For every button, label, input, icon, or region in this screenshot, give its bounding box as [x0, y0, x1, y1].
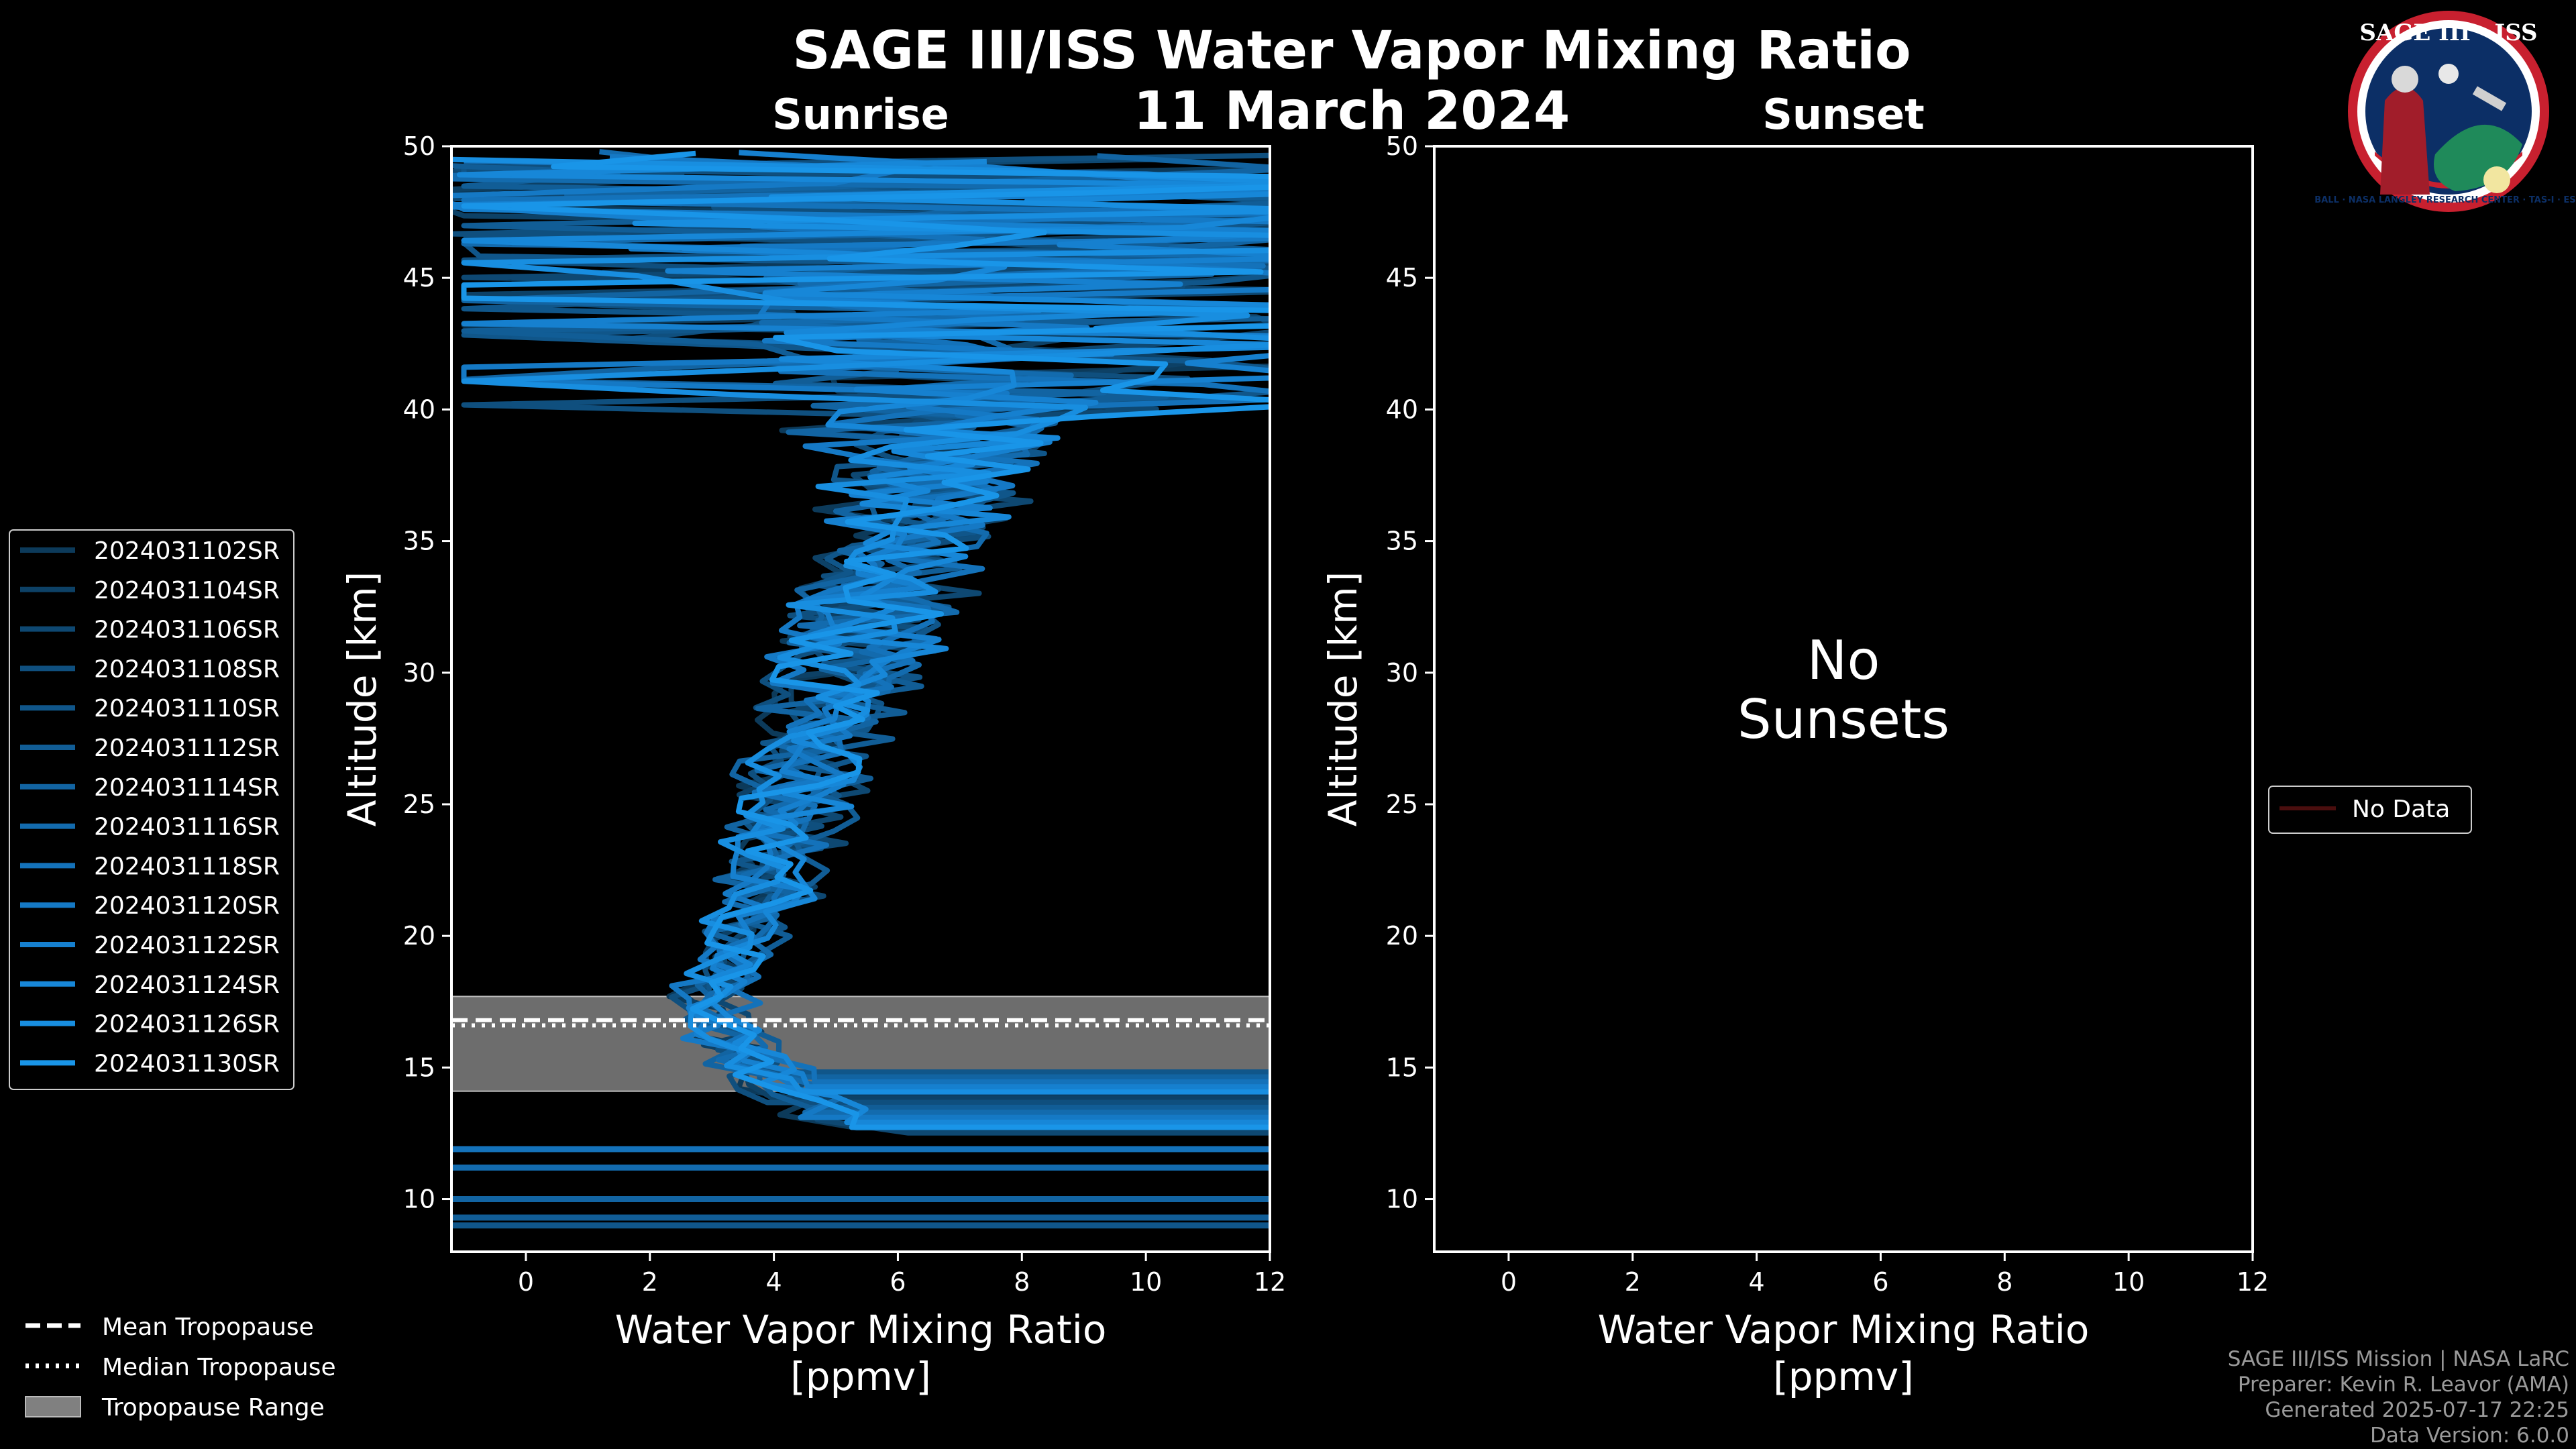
- sunrise-ytick-label: 50: [403, 131, 435, 161]
- sunset-xlabel-unit: [ppmv]: [1773, 1354, 1914, 1399]
- sunset-xlabel: Water Vapor Mixing Ratio: [1598, 1307, 2090, 1352]
- sunrise-ytick-label: 15: [403, 1053, 435, 1082]
- sunset-panel: 0 2 4 6 8 10 12 10 15 20 25 30 35 40 45 50 No Sunsets W…: [1320, 131, 2269, 1399]
- legend-label-2024031120SR: 2024031120SR: [94, 892, 280, 920]
- sunrise-ytick-label: 10: [403, 1185, 435, 1214]
- sunset-legend: No Data: [2268, 786, 2472, 834]
- profile-line-2024031124SR: [456, 158, 1270, 1126]
- sunrise-xtick-label: 0: [518, 1267, 534, 1297]
- no-sunsets-message-line2: Sunsets: [1737, 688, 1949, 751]
- footer-line-1: SAGE III/ISS Mission | NASA LaRC: [2228, 1347, 2569, 1371]
- sunset-ytick-label: 25: [1386, 790, 1418, 819]
- sunrise-ytick-label: 35: [403, 527, 435, 556]
- legend-label-2024031130SR: 2024031130SR: [94, 1050, 280, 1077]
- figure-title: SAGE III/ISS Water Vapor Mixing Ratio: [792, 21, 1911, 81]
- profile-line-2024031126SR: [451, 156, 1270, 1095]
- footer-line-2: Preparer: Kevin R. Leavor (AMA): [2238, 1373, 2569, 1397]
- sunset-xtick-label: 8: [1996, 1267, 2012, 1297]
- sunrise-ylabel: Altitude [km]: [339, 572, 385, 826]
- figure-date: 11 March 2024: [1134, 81, 1570, 142]
- tropopause-range-legend-label: Tropopause Range: [101, 1394, 325, 1421]
- sunrise-xtick-label: 4: [766, 1267, 782, 1297]
- no-data-legend-label: No Data: [2352, 796, 2450, 823]
- legend-label-2024031106SR: 2024031106SR: [94, 616, 280, 644]
- sun-shape: [2483, 166, 2510, 193]
- legend-label-2024031110SR: 2024031110SR: [94, 695, 280, 722]
- figure-robe-shape: [2380, 87, 2430, 195]
- tropopause-legend: Mean Tropopause Median Tropopause Tropop…: [25, 1313, 336, 1421]
- sunrise-ytick-label: 20: [403, 921, 435, 951]
- sunset-xtick-label: 0: [1501, 1267, 1517, 1297]
- sunset-ytick-label: 40: [1386, 394, 1418, 424]
- sunset-xtick-label: 10: [2112, 1267, 2145, 1297]
- sunrise-ytick-label: 40: [403, 394, 435, 424]
- profile-line-2024031130SR: [461, 150, 1270, 1130]
- legend-label-2024031104SR: 2024031104SR: [94, 577, 280, 604]
- legend-label-2024031124SR: 2024031124SR: [94, 971, 280, 999]
- iss-shape: [2472, 86, 2507, 111]
- sunset-xtick-label: 12: [2237, 1267, 2269, 1297]
- legend-label-2024031102SR: 2024031102SR: [94, 537, 280, 565]
- logo-top-text: SAGE III · ISS: [2359, 19, 2537, 46]
- legend-label-2024031112SR: 2024031112SR: [94, 735, 280, 762]
- sunrise-xlabel: Water Vapor Mixing Ratio: [615, 1307, 1107, 1352]
- sunrise-panel: 0 2 4 6 8 10 12 10 15 20 25 30 35 40 45 50 Water Vapor …: [339, 131, 1286, 1399]
- sunrise-xtick-label: 2: [642, 1267, 658, 1297]
- sunset-ytick-label: 30: [1386, 658, 1418, 688]
- sunrise-axes-frame: [450, 145, 1271, 1253]
- sunrise-subtitle: Sunrise: [772, 90, 949, 139]
- sunset-ytick-label: 35: [1386, 527, 1418, 556]
- sunrise-xtick-label: 10: [1130, 1267, 1162, 1297]
- sunset-ytick-label: 50: [1386, 131, 1418, 161]
- footer-line-4: Data Version: 6.0.0: [2370, 1424, 2569, 1448]
- footer-credits: SAGE III/ISS Mission | NASA LaRC Prepare…: [2228, 1347, 2569, 1448]
- legend-label-2024031114SR: 2024031114SR: [94, 774, 280, 802]
- legend-label-2024031116SR: 2024031116SR: [94, 814, 280, 841]
- sunset-xtick-label: 6: [1872, 1267, 1888, 1297]
- moon-shape: [2438, 64, 2459, 84]
- sunrise-ytick-label: 30: [403, 658, 435, 688]
- sunset-ytick-label: 45: [1386, 263, 1418, 292]
- sunset-ytick-label: 10: [1386, 1185, 1418, 1214]
- legend-label-2024031108SR: 2024031108SR: [94, 655, 280, 683]
- sunrise-ytick-label: 25: [403, 790, 435, 819]
- median-tropopause-legend-label: Median Tropopause: [102, 1354, 336, 1381]
- sunset-axes-frame: [1433, 145, 2254, 1253]
- series-legend: 2024031102SR 2024031104SR 2024031106SR 2024…: [9, 529, 294, 1090]
- sunset-ytick-label: 20: [1386, 921, 1418, 951]
- sunrise-ytick-label: 45: [403, 263, 435, 292]
- mean-tropopause-legend-label: Mean Tropopause: [102, 1313, 314, 1341]
- sunrise-xlabel-unit: [ppmv]: [790, 1354, 931, 1399]
- sunset-ytick-label: 15: [1386, 1053, 1418, 1082]
- tropopause-range-legend-swatch: [25, 1396, 81, 1417]
- sunrise-xtick-label: 6: [890, 1267, 906, 1297]
- sunset-xtick-label: 2: [1625, 1267, 1641, 1297]
- footer-line-3: Generated 2025-07-17 22:25: [2265, 1398, 2569, 1422]
- sunset-ylabel: Altitude [km]: [1320, 572, 1366, 826]
- sage-iss-logo: SAGE III · ISS BALL · NASA LANGLEY RESEA…: [2314, 11, 2576, 212]
- legend-label-2024031118SR: 2024031118SR: [94, 853, 280, 880]
- legend-label-2024031122SR: 2024031122SR: [94, 932, 280, 959]
- sunrise-xtick-label: 8: [1014, 1267, 1030, 1297]
- sunset-xtick-label: 4: [1749, 1267, 1765, 1297]
- sunrise-xtick-label: 12: [1254, 1267, 1286, 1297]
- logo-ring-text: BALL · NASA LANGLEY RESEARCH CENTER · TA…: [2314, 195, 2576, 205]
- sunset-subtitle: Sunset: [1762, 90, 1925, 139]
- no-sunsets-message-line1: No: [1807, 629, 1880, 692]
- legend-label-2024031126SR: 2024031126SR: [94, 1011, 280, 1038]
